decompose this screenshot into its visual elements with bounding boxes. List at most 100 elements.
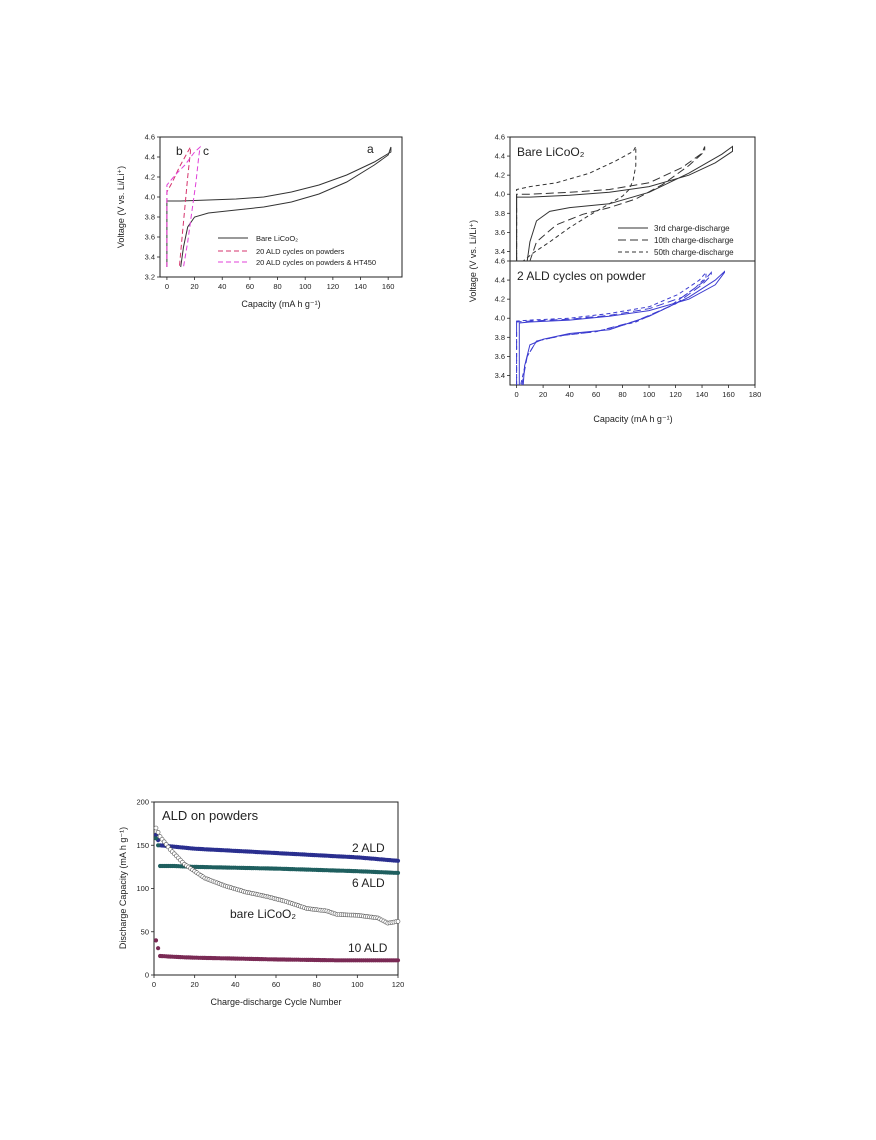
legend-label-3rd: 3rd charge-discharge: [654, 224, 730, 233]
y-tick-label: 150: [136, 841, 149, 850]
x-tick-label: 20: [190, 980, 198, 989]
y-axis-title: Discharge Capacity (mA h g⁻¹): [118, 827, 128, 949]
marker-series-1: [156, 843, 161, 848]
y-tick-label: 4.4: [495, 152, 505, 161]
x-axis-title: Capacity (mA h g⁻¹): [593, 414, 672, 424]
marker-series-2: [395, 919, 401, 924]
y-tick-label: 4.6: [495, 257, 505, 266]
y-axis-title: Voltage (V vs. Li/Li⁺): [468, 220, 478, 302]
axis-ticks: 0 20 40 60 80 100 120 0 50 100 150 200: [136, 798, 404, 990]
x-axis-title: Charge-discharge Cycle Number: [210, 997, 341, 1007]
series-line-0: [166, 146, 392, 268]
series-label-6ald: 6 ALD: [352, 876, 385, 890]
x-tick-label: 120: [392, 980, 405, 989]
legend-label-ald20-ht450: 20 ALD cycles on powders & HT450: [256, 258, 376, 267]
x-tick-label: 40: [218, 282, 226, 291]
y-tick-label: 200: [136, 798, 149, 807]
x-tick-label: 100: [643, 390, 656, 399]
y-tick-label: 50: [141, 927, 149, 936]
x-tick-label: 80: [618, 390, 626, 399]
panel-title-2ald: 2 ALD cycles on powder: [517, 269, 646, 283]
y-tick-label: 0: [145, 971, 149, 980]
marker-series-3: [156, 946, 161, 951]
x-axis-title: Capacity (mA h g⁻¹): [241, 299, 320, 309]
plot-frame: [159, 136, 403, 278]
marker-series-2: [155, 829, 161, 835]
y-tick-label: 3.4: [145, 253, 155, 262]
annotation-c: c: [203, 144, 209, 158]
x-tick-label: 40: [231, 980, 239, 989]
series-line-2: [166, 145, 201, 268]
x-tick-label: 180: [749, 390, 762, 399]
x-tick-label: 60: [272, 980, 280, 989]
y-tick-label: 3.2: [145, 273, 155, 282]
x-tick-label: 100: [351, 980, 364, 989]
annotation-b: b: [176, 144, 183, 158]
y-tick-label: 4.2: [495, 171, 505, 180]
series-label-10ald: 10 ALD: [348, 941, 388, 955]
marker-series-3: [395, 958, 401, 963]
x-tick-label: 140: [354, 282, 367, 291]
x-tick-label: 120: [669, 390, 682, 399]
y-tick-label: 3.8: [495, 209, 505, 218]
x-tick-label: 80: [312, 980, 320, 989]
y-tick-label: 3.4: [495, 247, 505, 256]
y-tick-label: 100: [136, 884, 149, 893]
series-lines: [166, 145, 392, 268]
top-series-line-2: [516, 146, 637, 262]
legend: Bare LiCoO₂ 20 ALD cycles on powders 20 …: [218, 234, 376, 267]
series-label-2ald: 2 ALD: [352, 841, 385, 855]
y-tick-label: 4.0: [145, 193, 155, 202]
y-tick-label: 3.8: [495, 333, 505, 342]
series-markers: [153, 825, 401, 963]
x-tick-label: 0: [165, 282, 169, 291]
x-tick-label: 80: [273, 282, 281, 291]
top-series-line-1: [516, 146, 706, 262]
y-tick-label: 3.8: [145, 213, 155, 222]
marker-series-0: [395, 858, 401, 863]
top-series-line-0: [516, 145, 733, 262]
series-lines: [516, 145, 733, 386]
y-tick-label: 4.4: [495, 276, 505, 285]
y-tick-label: 3.6: [495, 352, 505, 361]
x-tick-label: 0: [152, 980, 156, 989]
legend-label-50th: 50th charge-discharge: [654, 248, 734, 257]
marker-series-1: [153, 836, 159, 841]
y-tick-label: 3.6: [145, 233, 155, 242]
y-tick-label: 4.2: [145, 173, 155, 182]
legend-label-bare: Bare LiCoO₂: [256, 234, 298, 243]
legend-label-ald20: 20 ALD cycles on powders: [256, 247, 345, 256]
y-tick-label: 4.0: [495, 314, 505, 323]
panel-title-bare: Bare LiCoO₂: [517, 145, 585, 159]
axis-ticks: 3.4 3.6 3.8 4.0 4.2 4.4 4.6 0 20 40 60 80 100 120 140 1…: [495, 133, 762, 400]
y-tick-label: 4.2: [495, 295, 505, 304]
marker-series-1: [395, 870, 401, 876]
x-tick-label: 0: [515, 390, 519, 399]
x-tick-label: 60: [592, 390, 600, 399]
y-axis-title: Voltage (V vs. Li/Li⁺): [116, 166, 126, 248]
annotation-a: a: [367, 142, 374, 156]
x-tick-label: 140: [696, 390, 709, 399]
y-tick-label: 4.0: [495, 190, 505, 199]
legend-label-10th: 10th charge-discharge: [654, 236, 734, 245]
x-tick-label: 160: [722, 390, 735, 399]
y-tick-label: 3.6: [495, 228, 505, 237]
series-label-bare: bare LiCoO₂: [230, 907, 296, 921]
y-tick-label: 4.6: [495, 133, 505, 142]
marker-series-3: [153, 938, 159, 943]
plot-frame-bottom: [509, 260, 756, 386]
series-line-1: [166, 146, 191, 268]
y-tick-label: 4.4: [145, 153, 155, 162]
panel-title: ALD on powders: [162, 808, 259, 823]
x-tick-label: 60: [246, 282, 254, 291]
bottom-series-line-2: [516, 271, 707, 386]
legend: 3rd charge-discharge 10th charge-dischar…: [618, 224, 734, 257]
x-tick-label: 160: [382, 282, 395, 291]
bottom-series-line-1: [516, 271, 712, 386]
x-tick-label: 120: [327, 282, 340, 291]
y-tick-label: 4.6: [145, 133, 155, 142]
axis-ticks: 0 20 40 60 80 100 120 140 160 3.2 3.4 3.6 3.8 4.0 4.2 4…: [145, 133, 395, 292]
